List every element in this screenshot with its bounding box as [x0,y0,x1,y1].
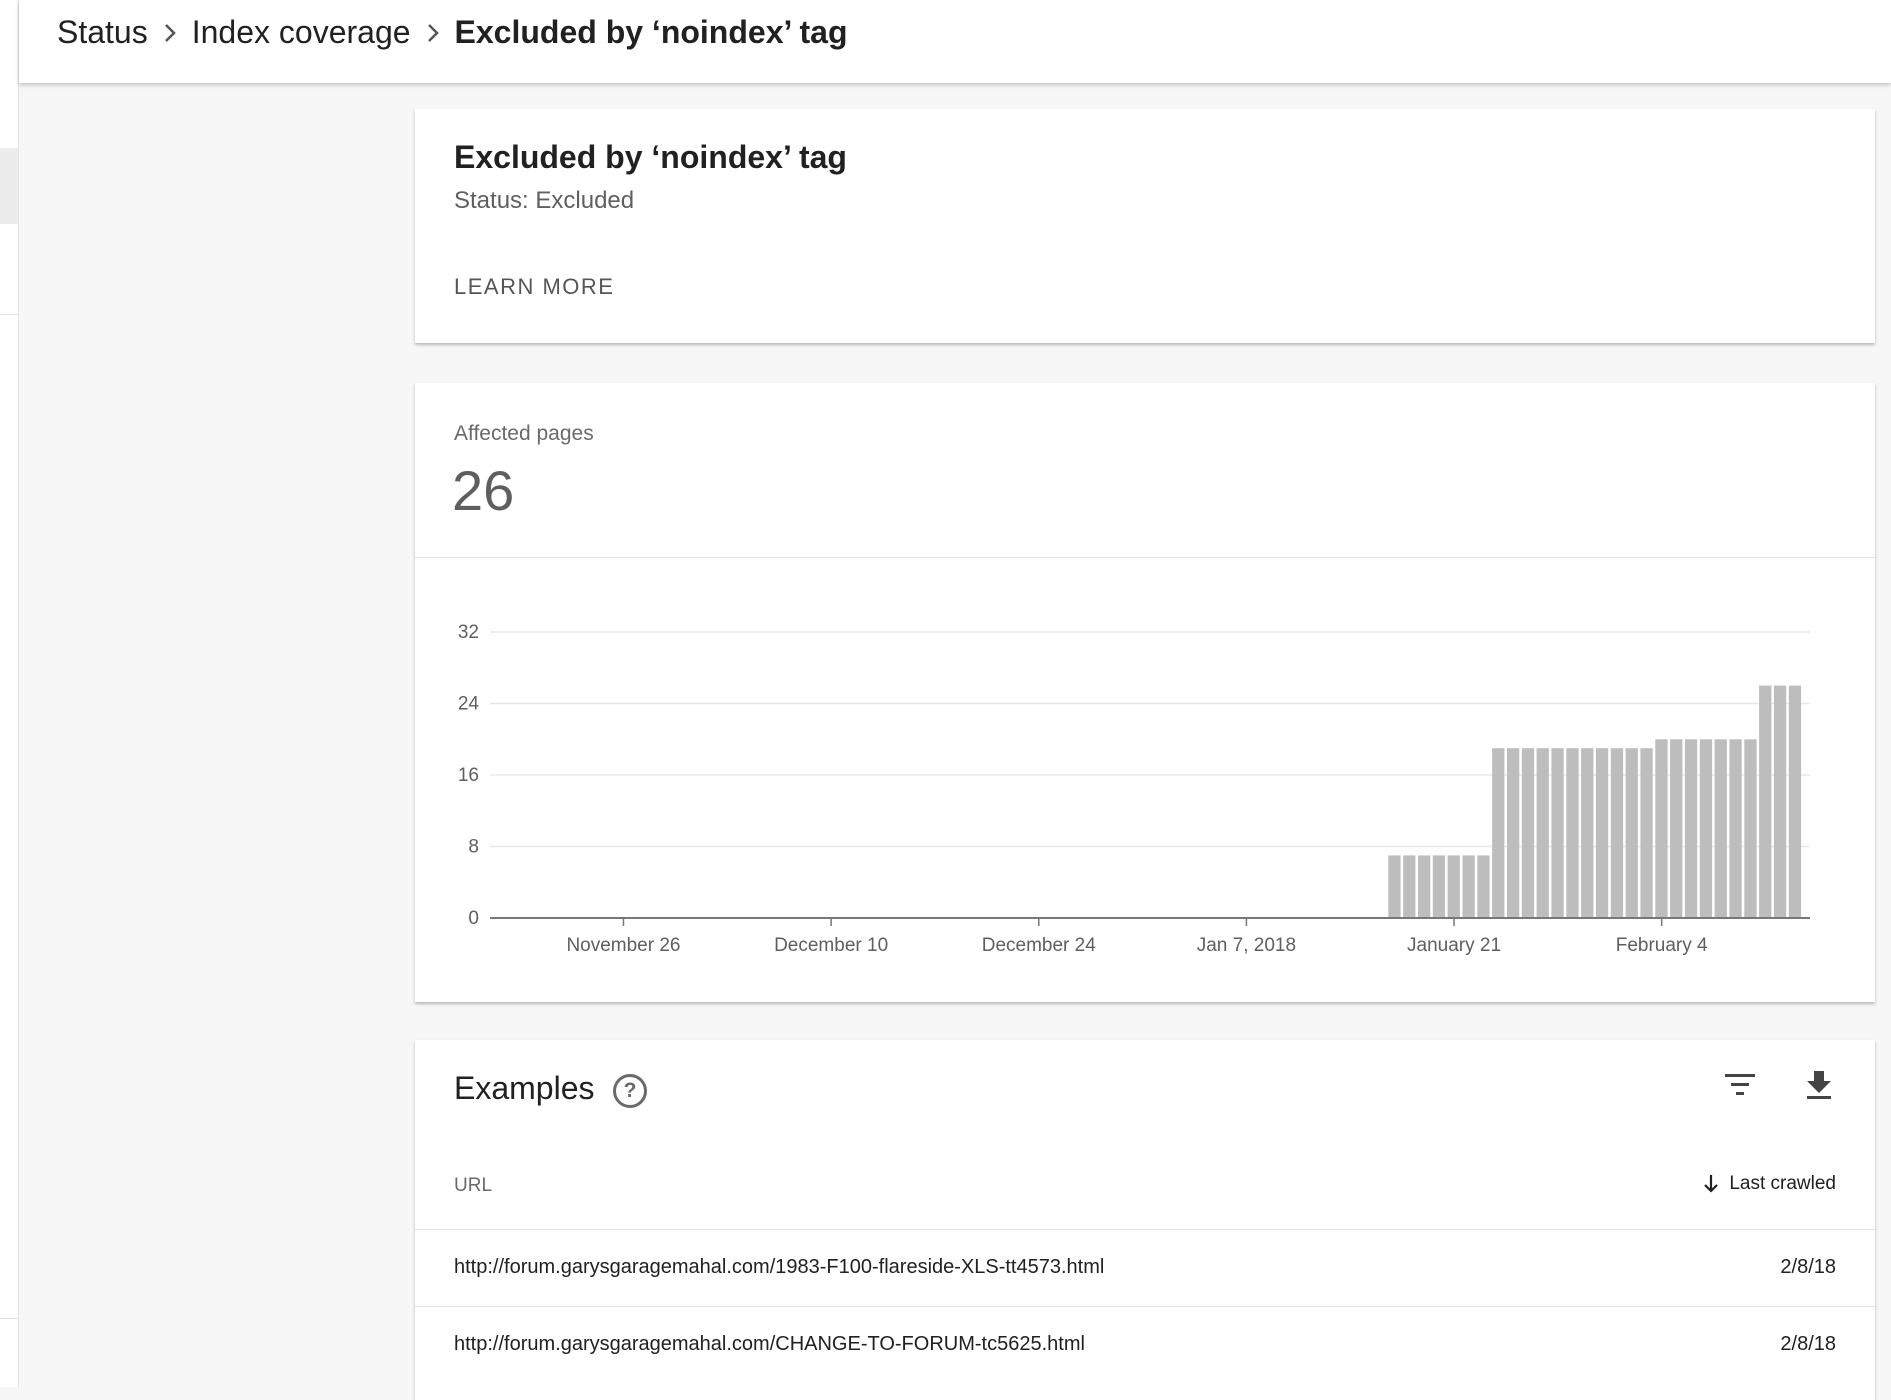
issue-title: Excluded by ‘noindex’ tag [454,139,847,175]
bar [1640,748,1653,918]
left-sidebar-edge [0,0,19,1387]
bar [1477,855,1490,918]
download-icon[interactable] [1805,1070,1833,1100]
bar [1714,739,1727,919]
bar [1432,855,1446,918]
affected-pages-card: Affected pages 26 0 8 16 24 32 November 26 Dec… [415,383,1875,1002]
last-crawled-label: Last crawled [1729,1173,1836,1194]
learn-more-button[interactable]: LEARN MORE [454,274,615,299]
x-tick-label: February 4 [1616,935,1708,956]
bar [1462,855,1475,918]
bar [1507,748,1520,918]
bar [1699,739,1713,919]
bar [1581,748,1594,918]
bar [1388,855,1401,918]
bar [1610,748,1624,918]
row-last-crawled: 2/8/18 [1780,1333,1836,1355]
examples-card: Examples ? URL Last crawled http://forum… [415,1040,1875,1400]
card-divider [415,557,1875,558]
affected-pages-chart: 0 8 16 24 32 November 26 December 10 December 2… [458,622,1810,956]
sidebar-divider [0,314,18,315]
affected-pages-value: 26 [452,459,515,522]
filter-icon[interactable] [1725,1072,1755,1098]
bar [1759,685,1772,918]
bar [1536,748,1549,918]
bar [1773,685,1787,918]
bar [1684,739,1698,919]
column-header-last-crawled[interactable]: Last crawled [1703,1173,1836,1195]
x-tick-label: November 26 [566,935,680,956]
bar [1595,748,1609,918]
y-tick-label: 8 [468,837,479,858]
arrow-down-icon [1704,1175,1719,1193]
affected-pages-label: Affected pages [454,422,594,445]
breadcrumb-index-coverage[interactable]: Index coverage [191,14,411,50]
row-last-crawled: 2/8/18 [1780,1256,1836,1278]
help-circle-icon[interactable]: ? [613,1074,647,1108]
breadcrumb-status[interactable]: Status [57,14,148,50]
x-tick-label: December 24 [982,935,1096,956]
x-tick-label: January 21 [1407,935,1501,956]
sidebar-divider [0,1318,18,1319]
row-url: http://forum.garysgaragemahal.com/1983-F… [454,1256,1105,1278]
bar [1655,739,1668,919]
chevron-right-icon [411,22,455,44]
y-tick-label: 32 [458,622,479,643]
top-bar: Status Index coverage Excluded by ‘noind… [19,0,1891,83]
y-tick-label: 24 [458,694,480,715]
chevron-right-icon [148,22,192,44]
bar [1403,855,1416,918]
bar [1492,748,1505,918]
table-row[interactable]: http://forum.garysgaragemahal.com/1983-F… [415,1229,1875,1307]
issue-summary-card: Excluded by ‘noindex’ tag Status: Exclud… [415,109,1875,343]
examples-title: Examples [454,1070,595,1106]
row-url: http://forum.garysgaragemahal.com/CHANGE… [454,1333,1085,1355]
x-tick-label: Jan 7, 2018 [1197,935,1296,956]
table-row[interactable]: http://forum.garysgaragemahal.com/CHANGE… [415,1306,1875,1384]
bar [1788,685,1802,918]
breadcrumb-current: Excluded by ‘noindex’ tag [454,14,848,50]
x-tick-label: December 10 [774,935,888,956]
y-tick-label: 16 [458,765,479,786]
bar [1625,748,1638,918]
sidebar-selected-item[interactable] [0,148,18,224]
bar [1418,855,1431,918]
bar [1521,748,1535,918]
bar [1551,748,1564,918]
column-header-url[interactable]: URL [454,1175,493,1196]
bar [1447,855,1460,918]
bar [1744,739,1757,919]
bar [1729,739,1742,919]
breadcrumb: Status Index coverage Excluded by ‘noind… [57,14,848,51]
y-tick-label: 0 [468,908,479,929]
issue-status: Status: Excluded [454,187,635,214]
bar [1566,748,1579,918]
bar [1670,739,1683,919]
